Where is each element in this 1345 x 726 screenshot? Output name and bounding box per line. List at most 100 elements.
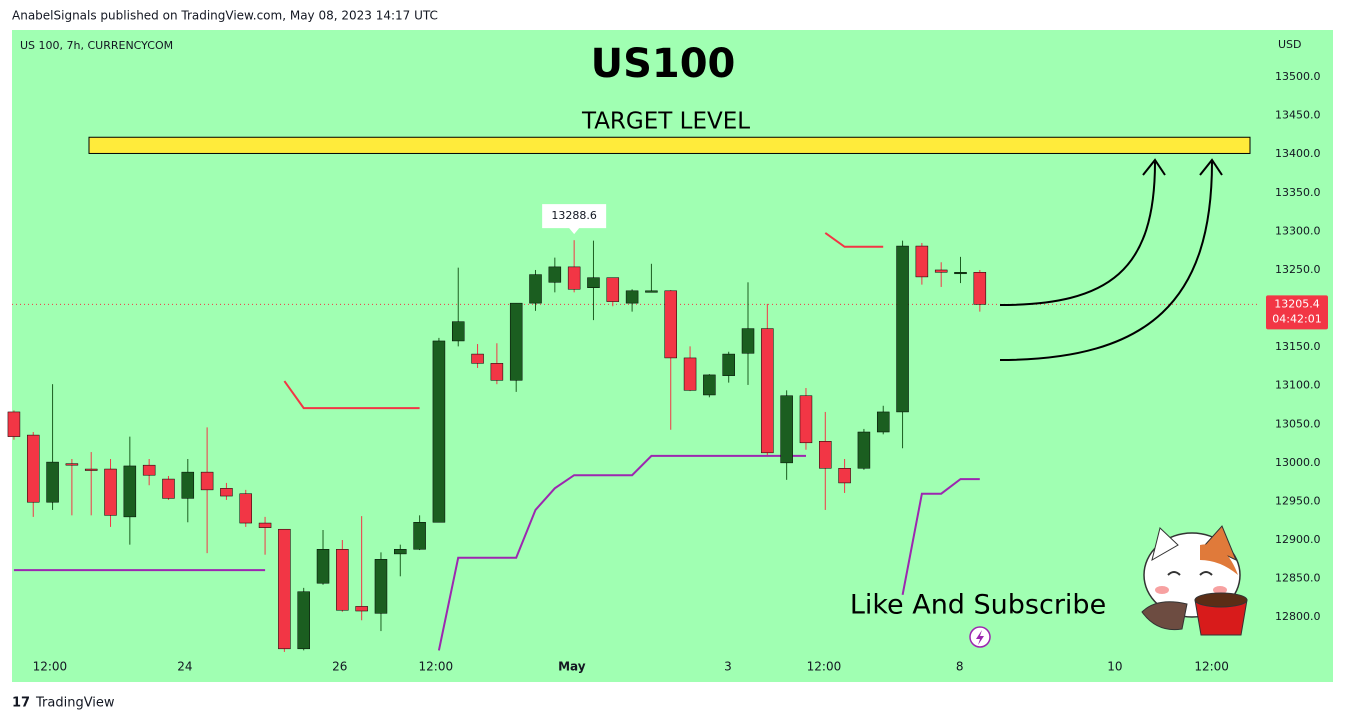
y-tick-label: 13400.0 — [1275, 147, 1321, 160]
candle-body — [26, 434, 40, 503]
cta-text: Like And Subscribe — [850, 590, 1106, 621]
x-tick-label: 3 — [724, 660, 732, 674]
cat-patch — [1200, 544, 1238, 575]
candle-body — [297, 591, 310, 650]
countdown-label: 04:42:01 — [1272, 312, 1321, 325]
candle-body — [278, 528, 291, 650]
candle-body — [587, 277, 600, 288]
candle-body — [625, 290, 639, 304]
candle-body — [606, 277, 620, 302]
candle-body — [799, 395, 813, 444]
candle-body — [336, 549, 349, 611]
arrow-curve — [999, 161, 1213, 361]
candle-body — [451, 321, 465, 342]
candle-body — [355, 606, 368, 612]
y-tick-label: 12850.0 — [1275, 572, 1321, 585]
candle-body — [84, 468, 98, 471]
candle-body — [142, 464, 156, 476]
candle-body — [645, 290, 658, 293]
candle-body — [567, 266, 581, 290]
candle-body — [819, 441, 832, 469]
arrows — [999, 158, 1223, 361]
x-tick-label: 12:00 — [1194, 660, 1229, 674]
candle-body — [973, 272, 987, 305]
candle-body — [200, 471, 214, 491]
candle-body — [471, 353, 484, 364]
candle-body — [722, 353, 735, 376]
y-tick-label: 12900.0 — [1275, 533, 1321, 546]
candle-body — [490, 363, 504, 381]
y-tick-label: 13450.0 — [1275, 109, 1321, 122]
arrow-head — [1199, 158, 1223, 176]
footer-brand: TradingView — [35, 696, 115, 711]
candle-body — [123, 465, 137, 518]
candle-body — [838, 468, 851, 484]
cat-blush — [1155, 586, 1169, 594]
cat-eyes — [1167, 571, 1213, 576]
x-tick-label: 12:00 — [33, 660, 68, 674]
currency: USD — [1278, 38, 1302, 51]
candle-body — [316, 549, 330, 584]
pot — [1141, 601, 1188, 631]
candle-body — [703, 374, 716, 396]
candle-body — [258, 522, 272, 528]
candle-body — [162, 478, 175, 499]
symbol-info: US 100, 7h, CURRENCYCOM — [20, 39, 173, 52]
y-tick-label: 13250.0 — [1275, 263, 1321, 276]
candle-body — [664, 290, 677, 359]
arrow-head — [1142, 158, 1166, 176]
overlay-line — [13, 454, 980, 651]
candle-body — [220, 488, 233, 497]
candle-body — [7, 411, 21, 437]
candle-body — [374, 559, 388, 614]
x-tick-label: 8 — [956, 660, 964, 674]
candle-body — [761, 328, 774, 454]
candle-body — [509, 302, 523, 381]
y-tick-label: 13500.0 — [1275, 70, 1321, 83]
candle-body — [896, 245, 909, 413]
candle-body — [915, 245, 929, 278]
cat-ear — [1151, 527, 1179, 562]
candle-body — [413, 522, 426, 550]
coffee — [1194, 592, 1248, 608]
candle-body — [954, 272, 967, 275]
candle-body — [529, 274, 542, 304]
target-zone — [88, 136, 1251, 154]
x-tick-label: 12:00 — [419, 660, 454, 674]
y-tick-label: 13300.0 — [1275, 224, 1321, 237]
y-tick-label: 12800.0 — [1275, 610, 1321, 623]
published-line: AnabelSignals published on TradingView.c… — [12, 9, 438, 23]
target-label: TARGET LEVEL — [581, 109, 750, 135]
candle-body — [432, 340, 446, 523]
candle-body — [104, 468, 117, 516]
candle-body — [780, 395, 793, 464]
plot — [7, 76, 1262, 682]
candle-body — [934, 269, 948, 273]
high-marker-box — [542, 204, 607, 235]
candle-body — [65, 463, 79, 466]
candle-body — [683, 357, 697, 391]
y-tick-label: 13050.0 — [1275, 417, 1321, 430]
x-tick-label: 10 — [1107, 660, 1122, 674]
y-tick-label: 13350.0 — [1275, 186, 1321, 199]
chart-title: US100 — [591, 41, 736, 87]
candle-body — [394, 549, 407, 555]
arrow-curve — [999, 161, 1156, 306]
x-tick-label: 26 — [332, 660, 347, 674]
high-marker-label: 13288.6 — [551, 209, 597, 222]
x-tick-label: May — [558, 660, 586, 674]
lightning-icon[interactable] — [969, 626, 991, 648]
y-tick-label: 13000.0 — [1275, 456, 1321, 469]
cat-blush — [1213, 586, 1227, 594]
overlay-line — [283, 232, 884, 410]
candle-body — [181, 471, 195, 499]
y-tick-label: 12950.0 — [1275, 494, 1321, 507]
mascot — [1141, 525, 1248, 636]
y-tick-label: 13150.0 — [1275, 340, 1321, 353]
icon-bolt — [976, 630, 984, 645]
candle-body — [239, 493, 252, 524]
last-price-box — [1266, 295, 1328, 330]
y-tick-label: 13100.0 — [1275, 379, 1321, 392]
last-price-label: 13205.4 — [1274, 297, 1320, 310]
